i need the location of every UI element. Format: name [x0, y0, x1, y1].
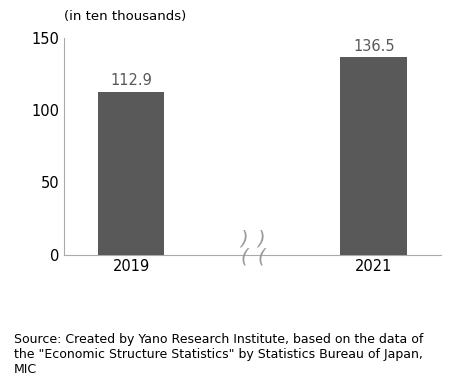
Bar	[341, 57, 407, 255]
Text: (: (	[240, 247, 248, 266]
Text: Source: Created by Yano Research Institute, based on the data of
the "Economic S: Source: Created by Yano Research Institu…	[14, 333, 423, 376]
Text: ): )	[257, 230, 265, 249]
Text: 136.5: 136.5	[353, 39, 395, 54]
Text: ): )	[240, 230, 248, 249]
Text: 112.9: 112.9	[110, 73, 152, 88]
Text: (: (	[257, 247, 265, 266]
Bar	[98, 92, 164, 255]
Text: (in ten thousands): (in ten thousands)	[64, 10, 186, 23]
